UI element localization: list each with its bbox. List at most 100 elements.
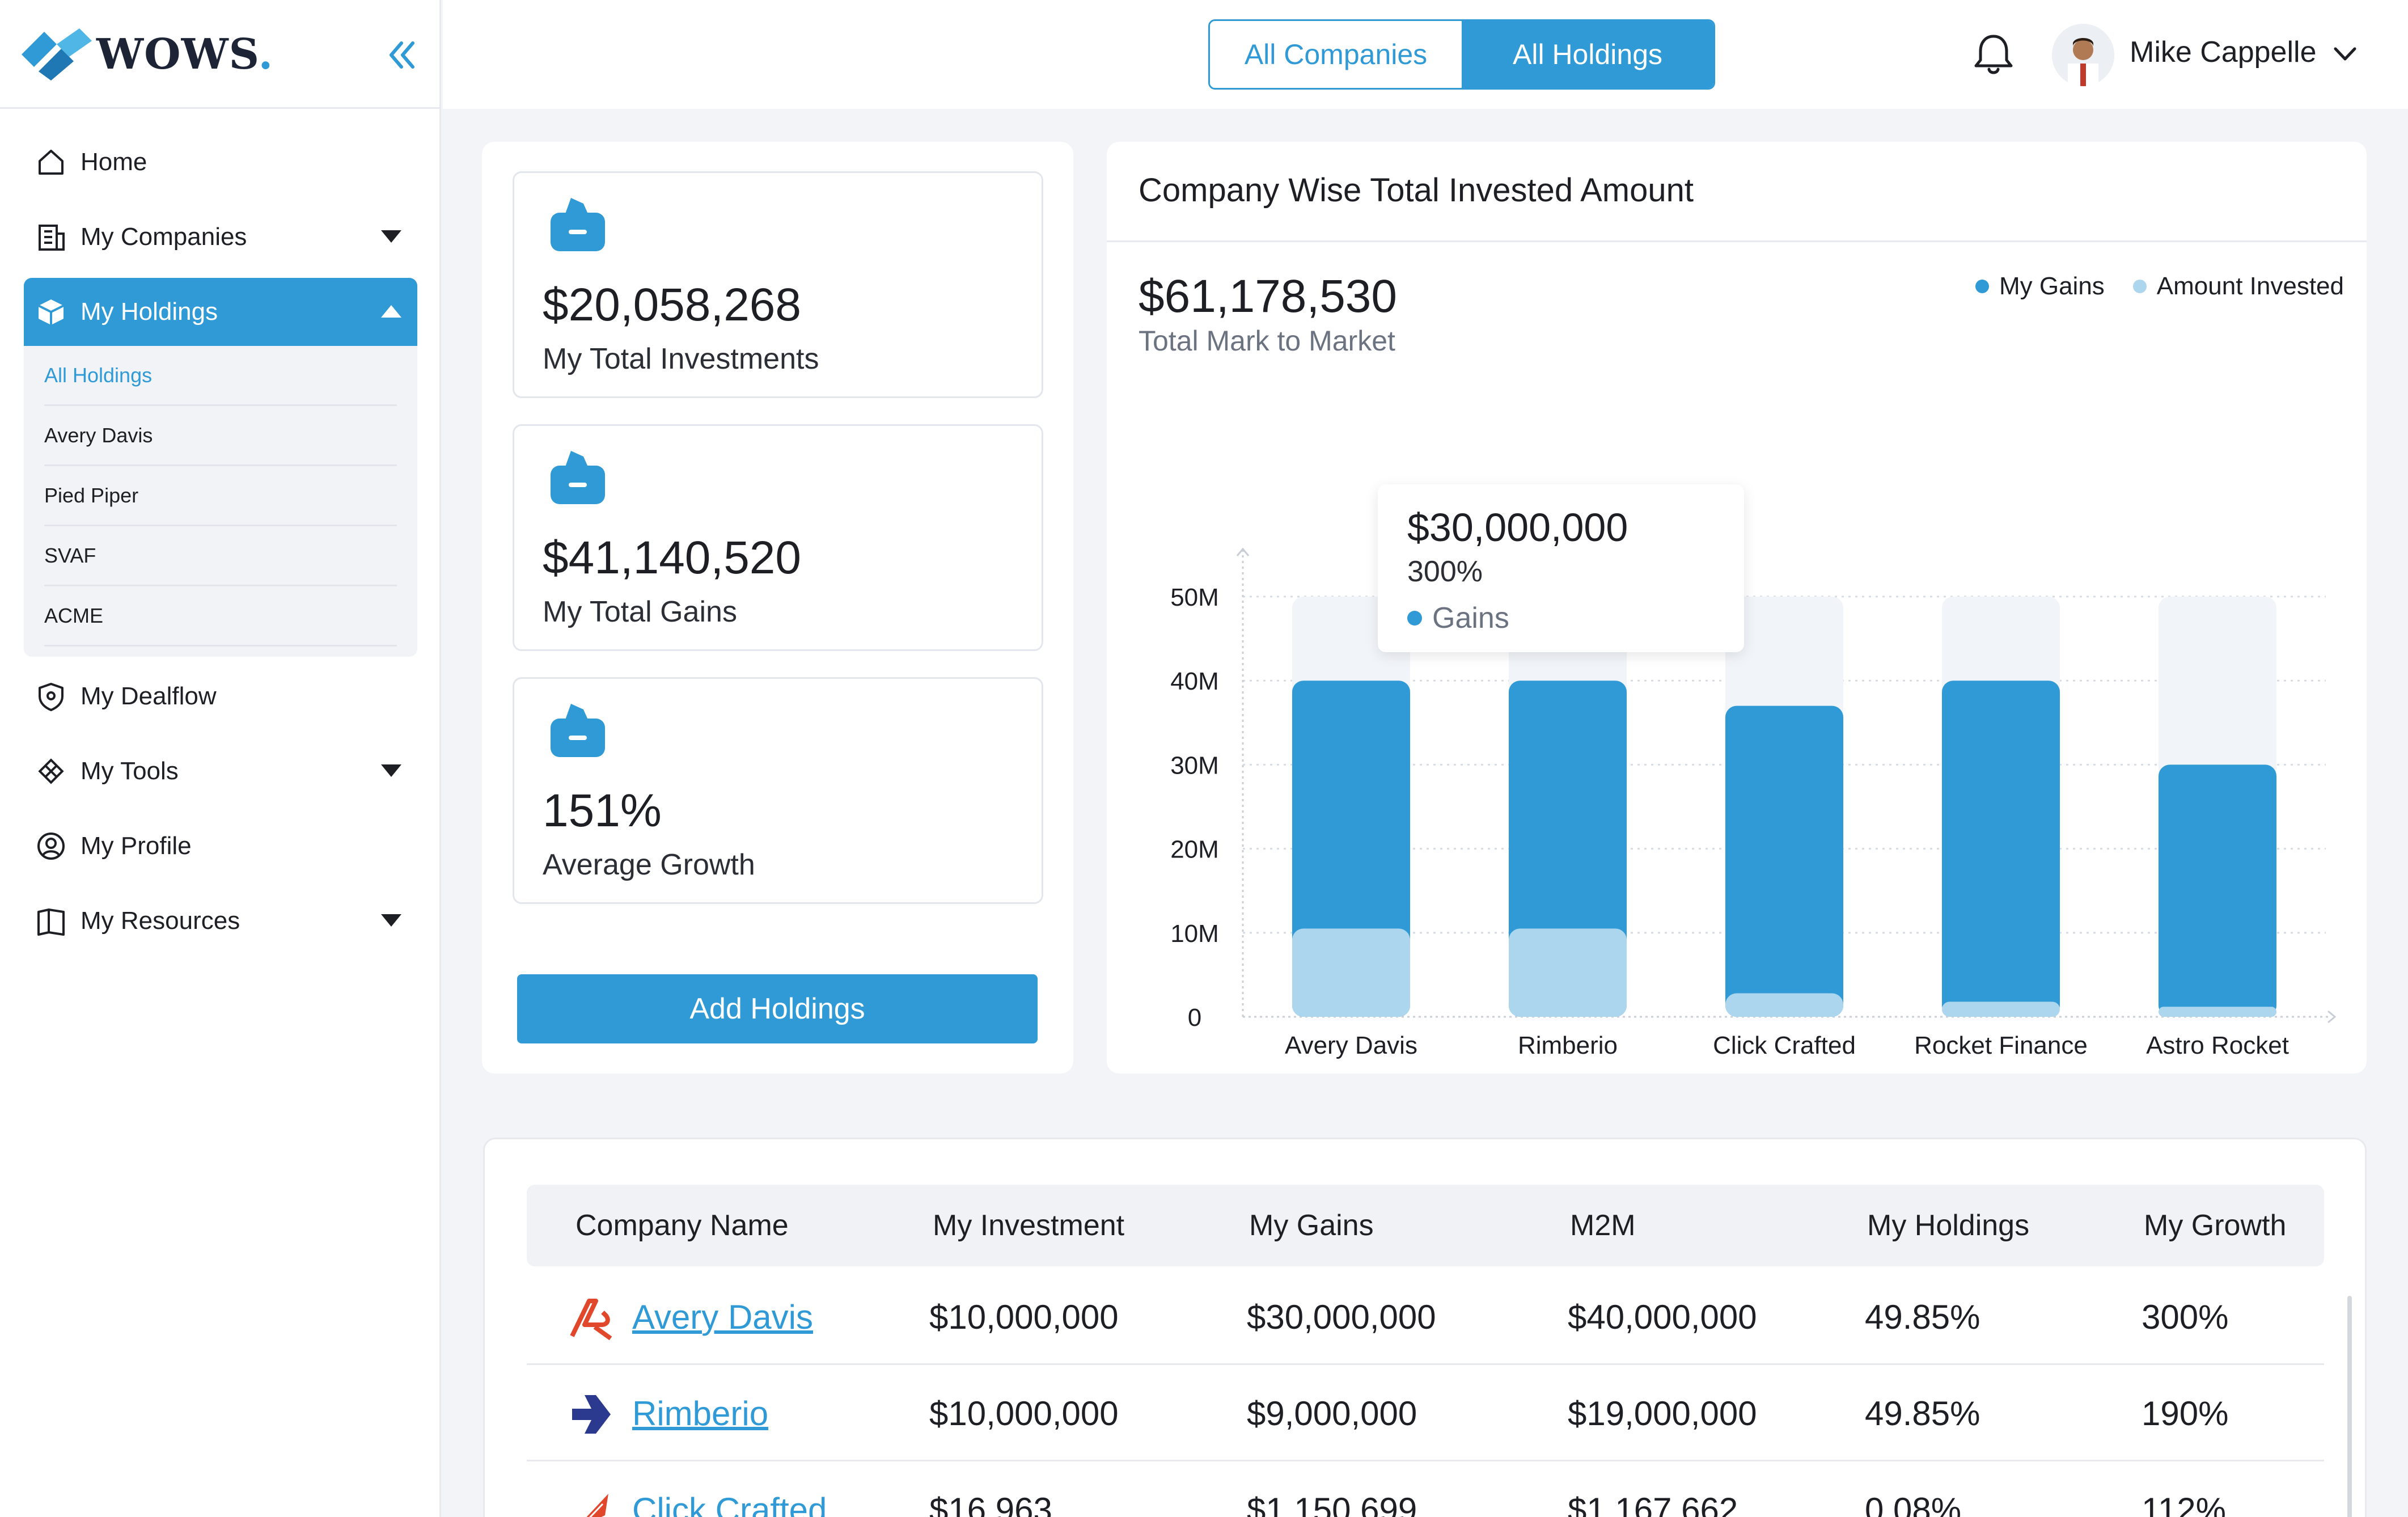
- cell-gains: $9,000,000: [1247, 1394, 1417, 1433]
- book-icon: [37, 908, 65, 936]
- sidebar-item-home[interactable]: Home: [24, 128, 417, 196]
- rimberio-logo-icon: [572, 1395, 611, 1434]
- wallet-icon: [551, 451, 605, 504]
- bell-icon[interactable]: [1968, 28, 2019, 79]
- tooltip-series-label: Gains: [1432, 602, 1509, 635]
- chevron-down-icon: [381, 230, 401, 243]
- cell-growth: 190%: [2142, 1394, 2229, 1433]
- bar-gains: [1725, 705, 1843, 1017]
- table-header: Company Name My Investment My Gains M2M …: [527, 1185, 2324, 1266]
- sidebar: WOWS. Home My Companies My Holdings All …: [0, 0, 441, 1517]
- column-header-holdings[interactable]: My Holdings: [1867, 1209, 2030, 1242]
- stat-card-average-growth: 151% Average Growth: [513, 677, 1043, 904]
- company-link[interactable]: Rimberio: [632, 1394, 769, 1433]
- brand-name: WOWS.: [96, 30, 274, 79]
- bar-invested: [1509, 928, 1627, 1017]
- avatar[interactable]: [2052, 24, 2114, 86]
- table-scrollbar[interactable]: [2347, 1296, 2352, 1517]
- sidebar-item-label: My Holdings: [81, 298, 218, 326]
- stat-label: My Total Gains: [543, 595, 737, 628]
- wallet-icon: [551, 704, 605, 757]
- tooltip-dot: [1407, 611, 1422, 626]
- cell-gains: $1,150,699: [1247, 1490, 1417, 1517]
- cell-m2m: $19,000,000: [1568, 1394, 1757, 1433]
- legend-item-invested[interactable]: Amount Invested: [2132, 272, 2344, 301]
- cell-gains: $30,000,000: [1247, 1298, 1436, 1336]
- chart-card: Company Wise Total Invested Amount $61,1…: [1107, 142, 2367, 1074]
- legend-dot: [1975, 280, 1989, 293]
- cube-icon: [38, 299, 64, 325]
- stat-label: Average Growth: [543, 848, 755, 881]
- all-companies-tab[interactable]: All Companies: [1210, 21, 1462, 88]
- cell-m2m: $1,167,662: [1568, 1490, 1738, 1517]
- total-mark-to-market-value: $61,178,530: [1139, 271, 1398, 322]
- bar-invested: [1292, 928, 1410, 1017]
- sidebar-item-my-resources[interactable]: My Resources: [24, 887, 417, 955]
- column-header-company[interactable]: Company Name: [575, 1209, 789, 1242]
- chevron-down-icon: [381, 764, 401, 777]
- x-tick-label: Astro Rocket: [2146, 1032, 2289, 1059]
- add-holdings-button[interactable]: Add Holdings: [517, 974, 1038, 1043]
- all-holdings-tab[interactable]: All Holdings: [1462, 21, 1713, 88]
- chevron-down-icon: [381, 914, 401, 927]
- home-icon: [39, 150, 64, 175]
- building-icon: [39, 225, 65, 251]
- stat-label: My Total Investments: [543, 343, 819, 375]
- y-axis-arrow: [1236, 547, 1250, 556]
- column-header-m2m[interactable]: M2M: [1570, 1209, 1636, 1242]
- sidebar-item-label: My Companies: [81, 223, 247, 251]
- x-tick-label: Click Crafted: [1713, 1032, 1856, 1059]
- bar-chart: 0 10M 20M 30M 40M 50M Avery Davis Rimberio Click…: [1170, 547, 2337, 1059]
- table-row[interactable]: Avery Davis $10,000,000 $30,000,000 $40,…: [527, 1269, 2324, 1365]
- x-tick-label: Rocket Finance: [1914, 1032, 2088, 1059]
- logo-bar: WOWS.: [0, 0, 439, 109]
- legend-item-gains[interactable]: My Gains: [1975, 272, 2105, 301]
- x-tick-label: Avery Davis: [1285, 1032, 1417, 1059]
- view-toggle: All Companies All Holdings: [1208, 19, 1715, 90]
- chart-title: Company Wise Total Invested Amount: [1139, 172, 1694, 209]
- sidebar-item-my-tools[interactable]: My Tools: [24, 737, 417, 805]
- wallet-icon: [551, 198, 605, 251]
- cell-growth: 300%: [2142, 1298, 2229, 1336]
- chevron-up-icon: [381, 305, 401, 318]
- cell-investment: $10,000,000: [929, 1298, 1119, 1336]
- collapse-sidebar-icon[interactable]: [381, 35, 421, 75]
- legend-label: Amount Invested: [2156, 272, 2344, 300]
- submenu-item-pied-piper[interactable]: Pied Piper: [44, 466, 397, 526]
- y-tick-label: 10M: [1170, 920, 1219, 948]
- submenu-item-all-holdings[interactable]: All Holdings: [44, 346, 397, 406]
- sidebar-item-my-holdings[interactable]: My Holdings: [24, 278, 417, 346]
- column-header-growth[interactable]: My Growth: [2144, 1209, 2287, 1242]
- sidebar-item-label: My Dealflow: [81, 682, 217, 710]
- legend-dot: [2132, 280, 2147, 293]
- company-link[interactable]: Avery Davis: [632, 1298, 813, 1336]
- submenu-item-acme[interactable]: ACME: [44, 586, 397, 646]
- y-tick-label: 20M: [1170, 836, 1219, 864]
- chevron-down-icon[interactable]: [2331, 43, 2359, 66]
- column-header-gains[interactable]: My Gains: [1249, 1209, 1374, 1242]
- brand-logo[interactable]: WOWS.: [22, 28, 273, 81]
- sidebar-item-my-companies[interactable]: My Companies: [24, 203, 417, 271]
- submenu-item-svaf[interactable]: SVAF: [44, 526, 397, 586]
- submenu-item-avery-davis[interactable]: Avery Davis: [44, 406, 397, 466]
- table-row[interactable]: Rimberio $10,000,000 $9,000,000 $19,000,…: [527, 1365, 2324, 1461]
- user-name[interactable]: Mike Cappelle: [2130, 36, 2317, 69]
- sidebar-item-my-dealflow[interactable]: My Dealflow: [24, 662, 417, 730]
- holdings-table: Company Name My Investment My Gains M2M …: [483, 1138, 2367, 1517]
- x-tick-label: Rimberio: [1518, 1032, 1618, 1059]
- cell-growth: 112%: [2142, 1490, 2227, 1517]
- cell-m2m: $40,000,000: [1568, 1298, 1757, 1336]
- tooltip-value: $30,000,000: [1407, 505, 1628, 550]
- cell-investment: $16,963: [929, 1490, 1052, 1517]
- stat-value: 151%: [543, 785, 662, 836]
- legend-label: My Gains: [1999, 272, 2105, 300]
- company-link[interactable]: Click Crafted: [632, 1490, 827, 1517]
- column-header-investment[interactable]: My Investment: [933, 1209, 1125, 1242]
- bar-gains: [2159, 764, 2276, 1017]
- avery-davis-logo-icon: [570, 1299, 612, 1341]
- sidebar-item-my-profile[interactable]: My Profile: [24, 812, 417, 880]
- bar-invested: [2159, 1007, 2276, 1017]
- table-row[interactable]: Click Crafted $16,963 $1,150,699 $1,167,…: [527, 1461, 2324, 1517]
- tooltip-percent: 300%: [1407, 555, 1483, 588]
- holdings-submenu: All Holdings Avery Davis Pied Piper SVAF…: [24, 346, 417, 657]
